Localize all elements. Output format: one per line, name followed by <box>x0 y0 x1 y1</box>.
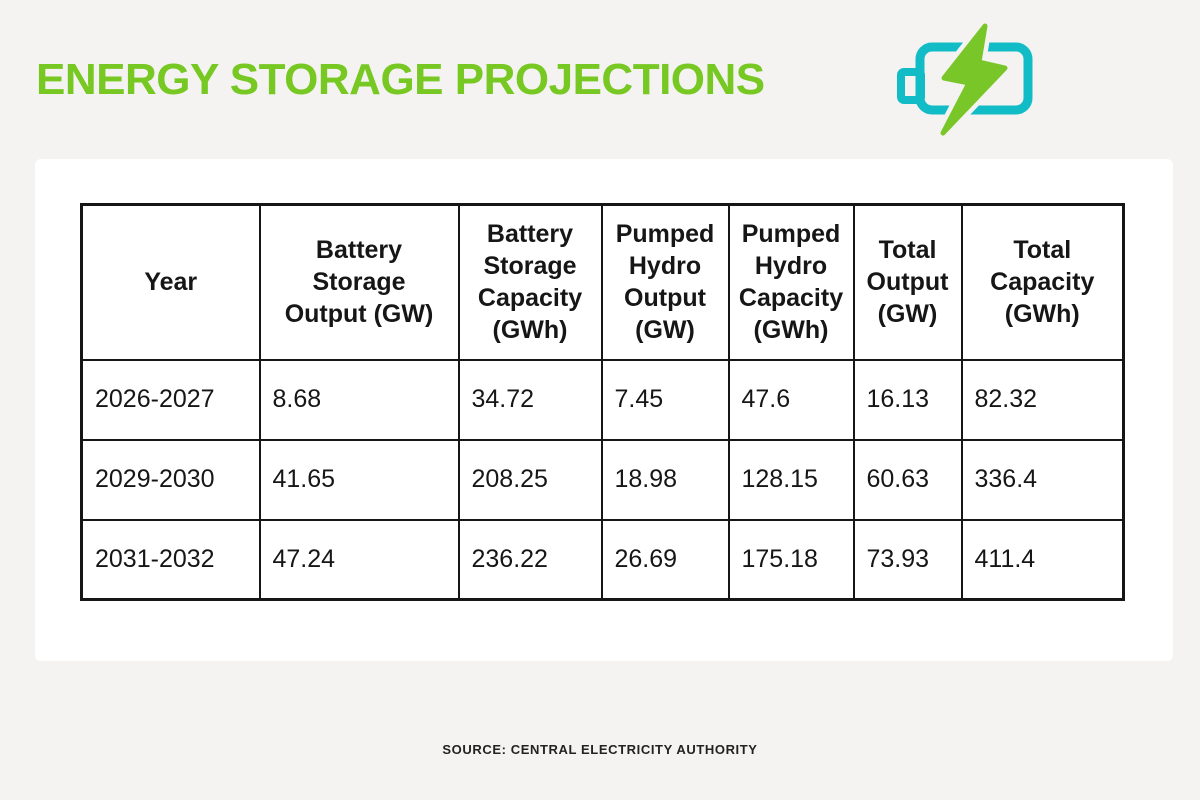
cell-hydro-output: 18.98 <box>600 438 730 521</box>
cell-battery-capacity: 208.25 <box>457 438 603 521</box>
table-row: 2026-2027 8.68 34.72 7.45 47.6 16.13 82.… <box>80 358 1125 441</box>
cell-total-capacity: 336.4 <box>960 438 1125 521</box>
cell-total-capacity: 411.4 <box>960 518 1125 601</box>
source-caption: SOURCE: CENTRAL ELECTRICITY AUTHORITY <box>442 742 758 757</box>
table-row: 2031-2032 47.24 236.22 26.69 175.18 73.9… <box>80 518 1125 601</box>
projections-table: Year Battery Storage Output (GW) Battery… <box>80 203 1125 601</box>
cell-hydro-output: 7.45 <box>600 358 730 441</box>
column-header-total-capacity: Total Capacity (GWh) <box>960 203 1125 361</box>
column-header-year: Year <box>80 203 261 361</box>
battery-charging-icon <box>897 19 1033 140</box>
column-header-battery-capacity: Battery Storage Capacity (GWh) <box>457 203 603 361</box>
cell-battery-output: 8.68 <box>258 358 460 441</box>
cell-total-output: 60.63 <box>852 438 963 521</box>
table-row: 2029-2030 41.65 208.25 18.98 128.15 60.6… <box>80 438 1125 521</box>
cell-total-output: 73.93 <box>852 518 963 601</box>
cell-battery-capacity: 236.22 <box>457 518 603 601</box>
cell-year: 2031-2032 <box>80 518 261 601</box>
column-header-hydro-output: Pumped Hydro Output (GW) <box>600 203 730 361</box>
lightning-bolt-icon <box>940 23 1008 136</box>
column-header-hydro-capacity: Pumped Hydro Capacity (GWh) <box>727 203 855 361</box>
column-header-total-output: Total Output (GW) <box>852 203 963 361</box>
cell-battery-capacity: 34.72 <box>457 358 603 441</box>
cell-hydro-capacity: 47.6 <box>727 358 855 441</box>
header-row: Year Battery Storage Output (GW) Battery… <box>80 203 1125 361</box>
cell-total-capacity: 82.32 <box>960 358 1125 441</box>
cell-battery-output: 41.65 <box>258 438 460 521</box>
cell-hydro-capacity: 128.15 <box>727 438 855 521</box>
cell-hydro-output: 26.69 <box>600 518 730 601</box>
cell-year: 2026-2027 <box>80 358 261 441</box>
page-title: ENERGY STORAGE PROJECTIONS <box>36 55 765 104</box>
cell-battery-output: 47.24 <box>258 518 460 601</box>
table-panel: Year Battery Storage Output (GW) Battery… <box>35 159 1173 661</box>
column-header-battery-output: Battery Storage Output (GW) <box>258 203 460 361</box>
cell-total-output: 16.13 <box>852 358 963 441</box>
cell-hydro-capacity: 175.18 <box>727 518 855 601</box>
cell-year: 2029-2030 <box>80 438 261 521</box>
